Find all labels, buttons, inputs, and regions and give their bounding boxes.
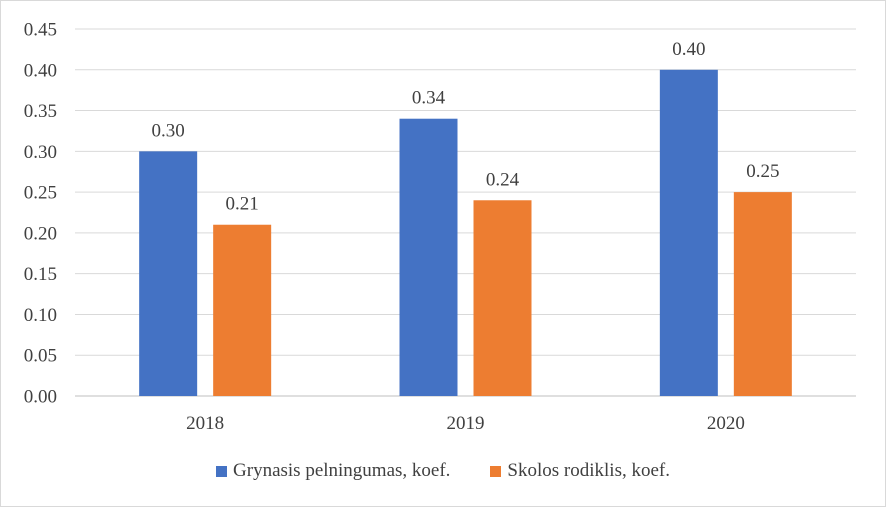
legend-swatch-series-1 xyxy=(216,465,228,477)
data-labels: 0.30 0.21 0.34 0.24 0.40 0.25 xyxy=(152,39,780,215)
data-label-series-2-2018: 0.21 xyxy=(226,194,259,215)
y-tick-label: 0.20 xyxy=(24,223,57,244)
bar-chart: 0.00 0.05 0.10 0.15 0.20 0.25 0.30 0.35 0.40 0.45… xyxy=(24,20,856,434)
y-tick-label: 0.30 xyxy=(24,142,57,163)
y-tick-label: 0.35 xyxy=(24,101,57,122)
x-tick-label: 2020 xyxy=(707,413,745,434)
y-tick-label: 0.10 xyxy=(24,305,57,326)
legend-item-series-1: Grynasis pelningumas, koef. xyxy=(216,460,450,482)
x-tick-label: 2019 xyxy=(447,413,485,434)
bar-series-1-2019 xyxy=(399,118,458,396)
gridlines xyxy=(75,28,856,397)
legend-label-series-2: Skolos rodiklis, koef. xyxy=(507,460,670,481)
data-label-series-2-2020: 0.25 xyxy=(746,161,779,182)
y-tick-label: 0.05 xyxy=(24,346,57,367)
legend-item-series-2: Skolos rodiklis, koef. xyxy=(490,460,670,482)
bars xyxy=(139,69,792,397)
bar-series-1-2018 xyxy=(139,151,198,396)
x-tick-label: 2018 xyxy=(186,413,224,434)
y-tick-label: 0.25 xyxy=(24,183,57,204)
data-label-series-2-2019: 0.24 xyxy=(486,169,520,190)
y-tick-label: 0.40 xyxy=(24,60,57,81)
y-tick-label: 0.00 xyxy=(24,387,57,408)
data-label-series-1-2018: 0.30 xyxy=(152,120,185,141)
y-axis-ticks: 0.00 0.05 0.10 0.15 0.20 0.25 0.30 0.35 0.40 0.45 xyxy=(24,20,57,408)
y-tick-label: 0.45 xyxy=(24,20,57,41)
legend: Grynasis pelningumas, koef. Skolos rodik… xyxy=(0,460,886,482)
bar-series-2-2018 xyxy=(213,224,272,396)
legend-swatch-series-2 xyxy=(490,465,502,477)
legend-label-series-1: Grynasis pelningumas, koef. xyxy=(233,460,451,481)
data-label-series-1-2020: 0.40 xyxy=(672,39,705,60)
y-tick-label: 0.15 xyxy=(24,264,57,285)
data-label-series-1-2019: 0.34 xyxy=(412,88,446,109)
bar-series-2-2019 xyxy=(473,200,532,396)
x-axis-ticks: 2018 2019 2020 xyxy=(186,413,745,434)
bar-series-1-2020 xyxy=(659,69,718,397)
bar-series-2-2020 xyxy=(733,192,792,396)
